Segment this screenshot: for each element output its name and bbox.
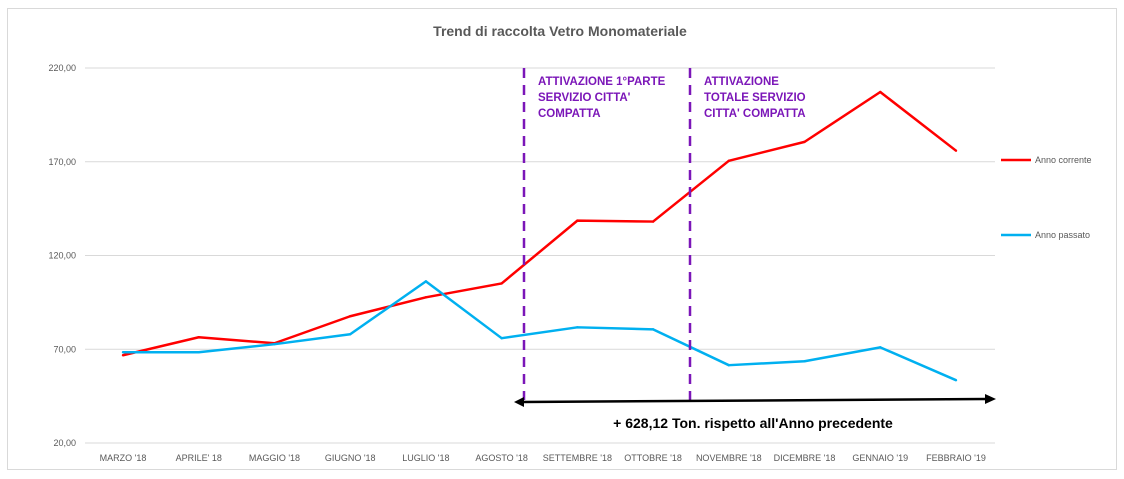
data-point — [500, 282, 503, 285]
data-point — [500, 336, 503, 340]
data-point — [954, 149, 958, 152]
annotation-text: SERVIZIO CITTA' — [538, 92, 631, 104]
chart-title: Trend di raccolta Vetro Monomateriale — [433, 23, 687, 39]
x-tick-label: FEBBRAIO '19 — [926, 453, 986, 463]
data-point — [954, 378, 958, 382]
data-point — [651, 220, 655, 223]
data-point — [879, 346, 882, 349]
data-point — [727, 159, 731, 163]
data-point — [727, 363, 731, 367]
y-tick-label: 20,00 — [53, 438, 76, 448]
data-point — [879, 90, 882, 94]
x-tick-label: OTTOBRE '18 — [624, 453, 682, 463]
data-point — [348, 333, 352, 336]
x-tick-label: GIUGNO '18 — [325, 453, 376, 463]
data-point — [803, 140, 806, 144]
series-line-anno-passato — [123, 280, 957, 382]
legend-label: Anno passato — [1035, 230, 1090, 240]
data-point — [121, 354, 125, 357]
y-tick-label: 220,00 — [48, 63, 76, 73]
data-point — [803, 360, 806, 363]
data-point — [576, 219, 579, 222]
annotation-text: TOTALE SERVIZIO — [704, 92, 806, 104]
y-tick-label: 120,00 — [48, 251, 76, 261]
data-point — [576, 326, 579, 329]
annotation-text: ATTIVAZIONE — [704, 76, 779, 88]
series-line-anno-corrente — [122, 90, 957, 357]
x-tick-label: APRILE' 18 — [176, 453, 222, 463]
annotation-text: CITTA' COMPATTA — [704, 108, 806, 120]
legend-label: Anno corrente — [1035, 155, 1092, 165]
double-arrow — [521, 397, 987, 404]
y-tick-label: 170,00 — [48, 157, 76, 167]
x-tick-label: MARZO '18 — [100, 453, 147, 463]
annotation-text: ATTIVAZIONE 1°PARTE — [538, 76, 666, 88]
data-point — [121, 351, 125, 354]
x-tick-label: DICEMBRE '18 — [774, 453, 836, 463]
data-point — [424, 296, 428, 299]
data-point — [197, 351, 200, 354]
annotation-text: COMPATTA — [538, 108, 601, 120]
x-tick-label: LUGLIO '18 — [402, 453, 449, 463]
data-point — [651, 328, 655, 331]
data-point — [273, 342, 276, 346]
x-tick-label: GENNAIO '19 — [852, 453, 908, 463]
data-point — [424, 280, 428, 283]
x-tick-label: MAGGIO '18 — [249, 453, 300, 463]
x-tick-label: AGOSTO '18 — [475, 453, 528, 463]
x-tick-label: SETTEMBRE '18 — [543, 453, 612, 463]
y-tick-label: 70,00 — [53, 344, 76, 354]
x-tick-label: NOVEMBRE '18 — [696, 453, 762, 463]
arrow-head-right — [985, 394, 996, 404]
data-point — [197, 336, 200, 339]
data-point — [348, 315, 352, 318]
arrow-note: + 628,12 Ton. rispetto all'Anno preceden… — [613, 415, 893, 431]
chart-frame — [7, 8, 1117, 470]
arrow-head-left — [514, 397, 524, 407]
